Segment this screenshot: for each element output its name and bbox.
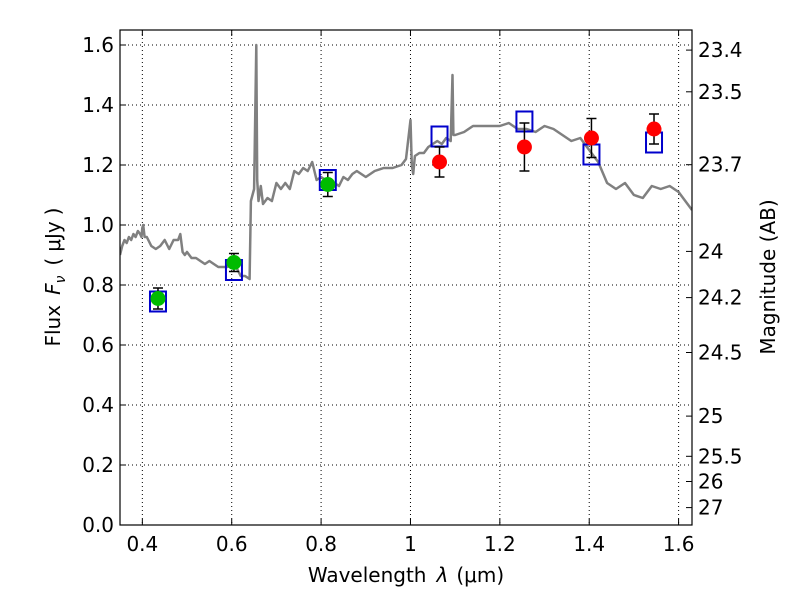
- right-tick-label: 23.5: [698, 80, 743, 104]
- x-tick-label: 0.8: [305, 532, 337, 556]
- y-axis-label: FluxFν(μJy): [41, 207, 69, 346]
- right-tick-label: 23.4: [698, 38, 743, 62]
- data-point: [226, 255, 242, 270]
- data-point: [646, 121, 662, 137]
- plot-frame: [119, 29, 693, 526]
- right-tick-label: 25.5: [698, 444, 743, 468]
- ticks: 0.4 0.6 0.8 1 1.2 1.4 1.6 0.0 0.2 0.4 0.6 0.8 1.0 1.2…: [82, 30, 743, 556]
- right-tick-label: 25: [698, 404, 723, 428]
- data-point: [320, 177, 336, 192]
- x-tick-label: 1.4: [573, 532, 605, 556]
- y-tick-label: 1.6: [82, 33, 114, 57]
- right-tick-label: 26: [698, 470, 723, 494]
- x-tick-label: 1.6: [663, 532, 695, 556]
- data-point: [516, 139, 532, 155]
- y-tick-label: 1.4: [82, 93, 114, 117]
- x-tick-label: 1: [404, 532, 417, 556]
- plot-background: [120, 30, 692, 525]
- right-tick-label: 27: [698, 496, 723, 520]
- x-tick-label: 0.4: [126, 532, 158, 556]
- x-tick-label: 0.6: [216, 532, 248, 556]
- right-tick-label: 24: [698, 239, 723, 263]
- y-tick-label: 0.2: [82, 453, 114, 477]
- x-axis-label: Wavelength λ (μm): [308, 563, 504, 587]
- y-tick-label: 1.0: [82, 213, 114, 237]
- right-tick-label: 24.2: [698, 286, 743, 310]
- data-point: [150, 291, 166, 306]
- y-tick-label: 0.4: [82, 393, 114, 417]
- x-tick-label: 1.2: [484, 532, 516, 556]
- data-point: [432, 154, 448, 170]
- series-layer: [120, 43, 692, 313]
- right-axis-label: Magnitude (AB): [756, 199, 780, 354]
- y-tick-label: 0.6: [82, 333, 114, 357]
- right-tick-label: 23.7: [698, 153, 743, 177]
- data-point: [583, 130, 599, 146]
- y-tick-label: 1.2: [82, 153, 114, 177]
- y-tick-label: 0.8: [82, 273, 114, 297]
- right-tick-label: 24.5: [698, 341, 743, 365]
- y-tick-label: 0.0: [82, 513, 114, 537]
